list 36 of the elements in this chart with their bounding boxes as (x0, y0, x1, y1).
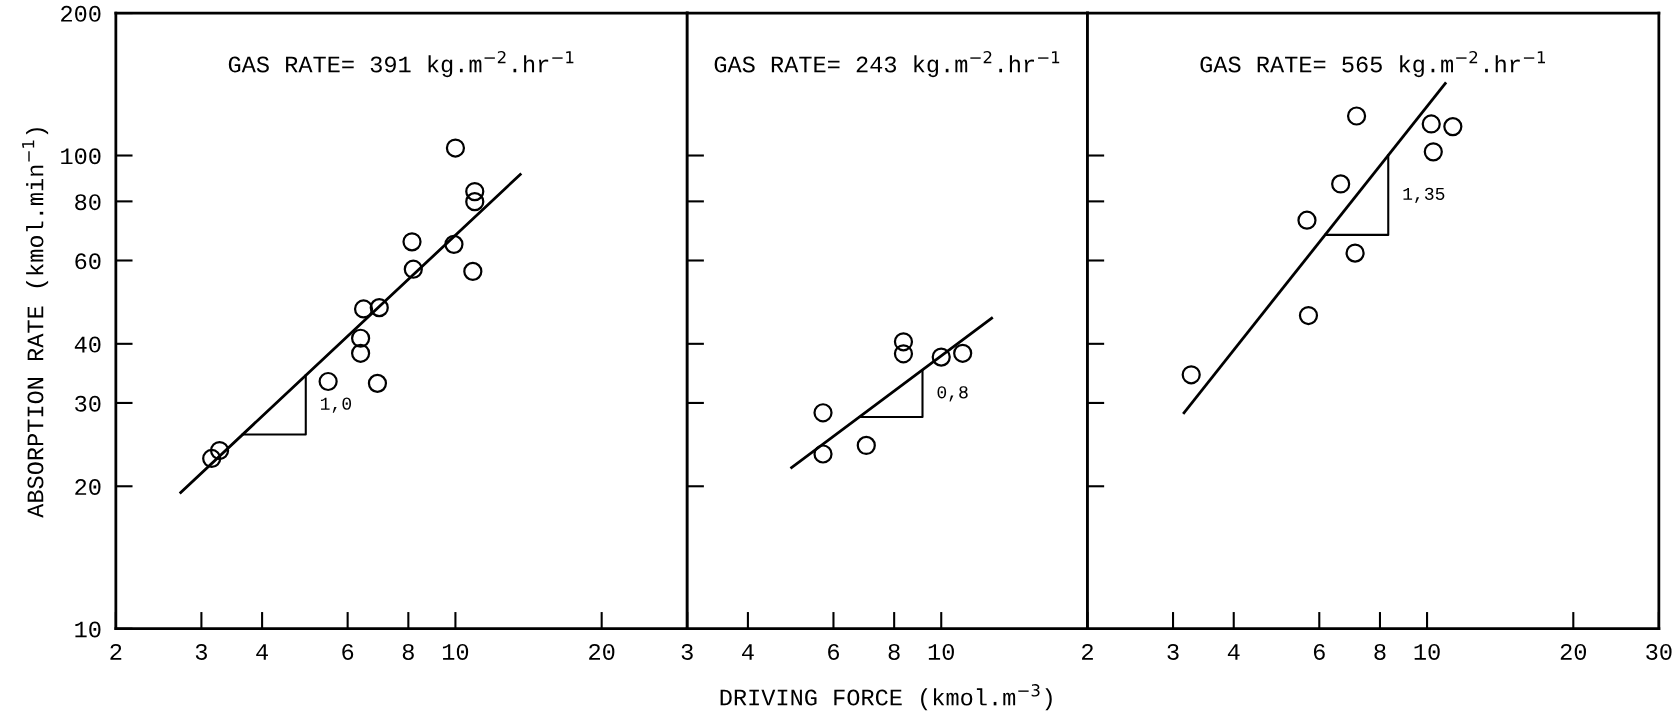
x-axis-title: DRIVING FORCE (kmol.m$^{−3}$) (720, 684, 1052, 711)
text: GAS RATE= 391 kg.m$^{−2}$.hr$^{−1}$ (228, 50, 574, 78)
y-tick-label: 80 (75, 194, 101, 211)
y-axis-title: ABSORPTION RATE (kmol.min$^{−1}$) (22, 128, 49, 518)
x-tick-label: 20 (1560, 643, 1587, 660)
x-tick-label: 4 (742, 644, 754, 660)
x-tick-label: 10 (928, 643, 954, 660)
x-tick-label: 6 (1313, 643, 1325, 660)
annotation: 1,35 (1403, 187, 1445, 203)
x-tick-label: 10 (1414, 643, 1440, 660)
x-tick-label: 8 (1374, 643, 1386, 660)
x-tick-label: 20 (589, 643, 615, 660)
text: GAS RATE= 565 kg.m$^{−2}$.hr$^{−1}$ (1200, 50, 1545, 78)
y-tick-label: 200 (61, 5, 101, 22)
x-tick-label: 3 (195, 643, 207, 660)
annotation: 1,0 (320, 397, 352, 413)
x-tick-label: 3 (1167, 643, 1179, 660)
y-tick-label: 20 (75, 479, 101, 496)
x-tick-label: 30 (1646, 643, 1672, 660)
x-tick-label: 6 (342, 643, 354, 660)
x-tick-label: 8 (402, 643, 414, 660)
x-tick-label: 10 (442, 643, 469, 660)
x-tick-label: 8 (888, 643, 900, 660)
text: GAS RATE= 243 kg.m$^{−2}$.hr$^{−1}$ (714, 50, 1060, 78)
x-tick-label: 4 (1227, 644, 1240, 660)
y-tick-label: 60 (75, 253, 101, 270)
x-tick-label: 2 (1082, 643, 1093, 660)
y-tick-label: 100 (61, 148, 101, 165)
x-tick-label: 2 (110, 643, 122, 660)
y-tick-label: 40 (74, 336, 101, 353)
x-tick-label: 6 (828, 643, 840, 660)
x-tick-label: 4 (256, 644, 268, 660)
y-tick-label: 30 (75, 395, 101, 412)
y-tick-label: 10 (75, 621, 101, 638)
x-tick-label: 3 (681, 643, 693, 660)
annotation: 0,8 (937, 386, 968, 402)
